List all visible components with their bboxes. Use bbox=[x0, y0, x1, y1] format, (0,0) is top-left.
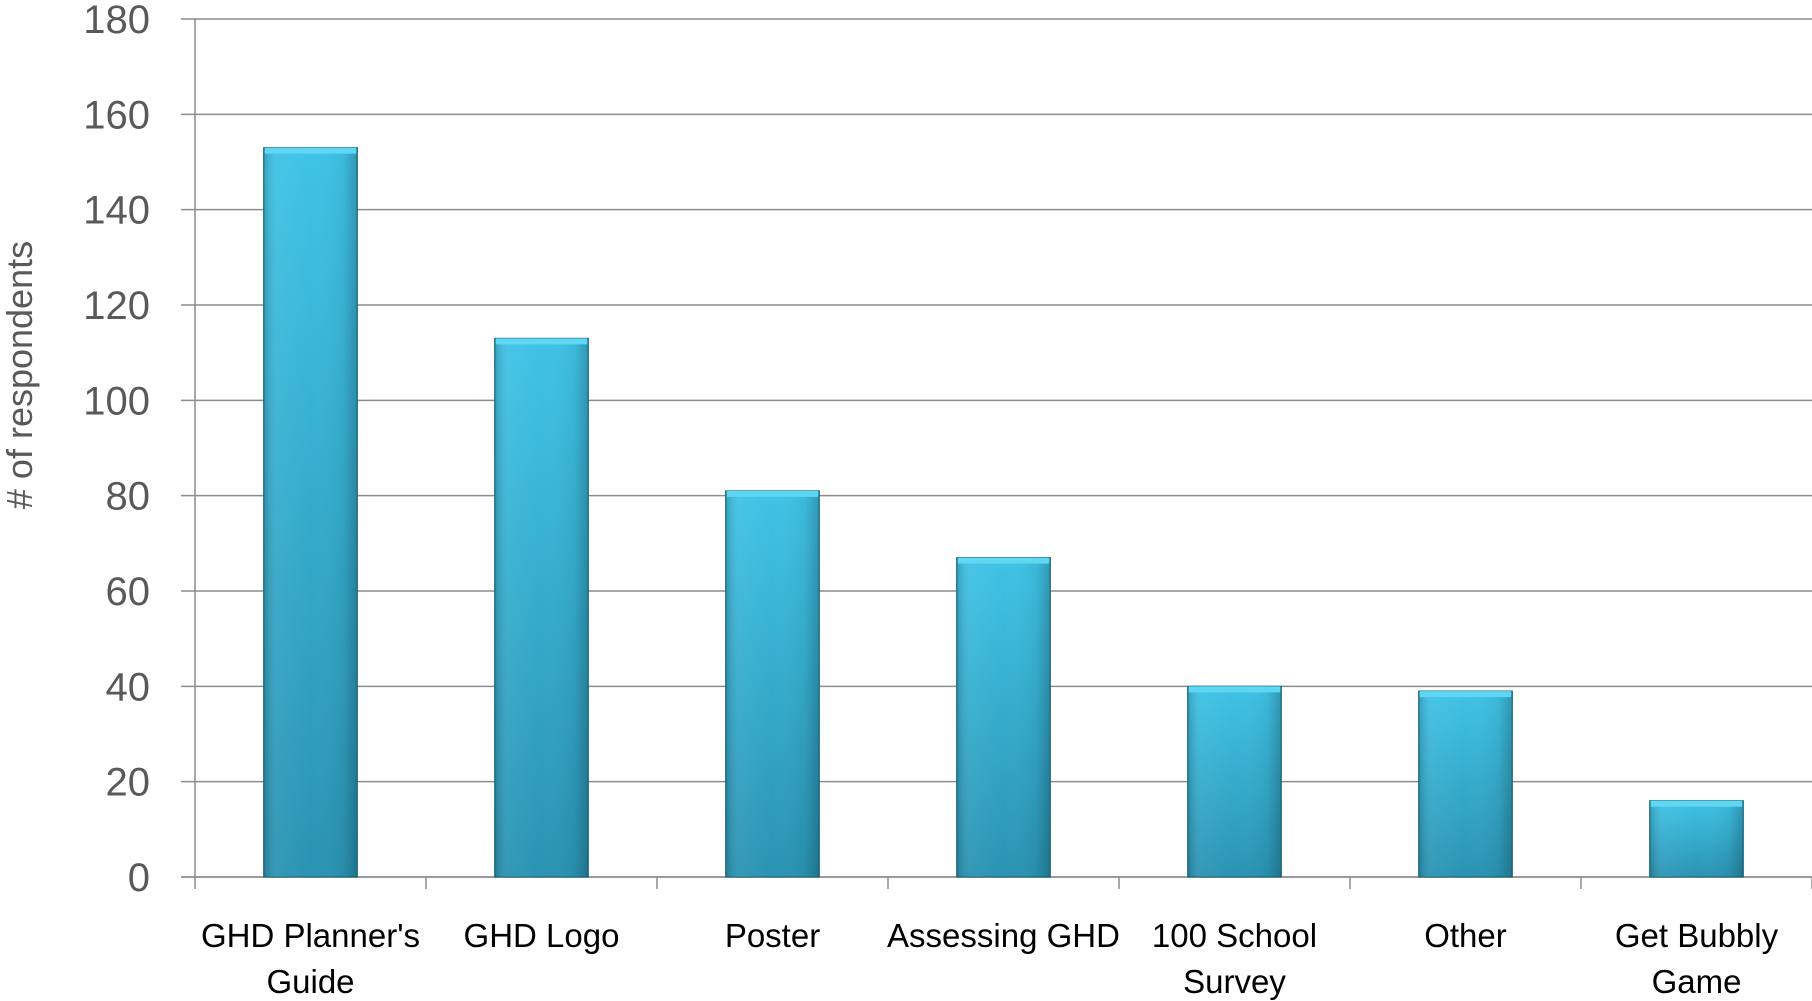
bar-shading bbox=[1418, 691, 1513, 877]
x-category-label: Assessing GHD bbox=[887, 917, 1120, 954]
bar-shading bbox=[956, 557, 1051, 877]
x-category-label: 100 School Survey bbox=[1152, 917, 1317, 1000]
bar bbox=[263, 147, 358, 878]
bar-top-highlight bbox=[1419, 691, 1512, 698]
y-tick-label: 100 bbox=[83, 379, 150, 423]
y-tick-label: 120 bbox=[83, 284, 150, 328]
bar-shading bbox=[1187, 686, 1282, 877]
bar-top-highlight bbox=[264, 147, 357, 154]
bar-shading bbox=[1649, 800, 1744, 877]
bar-top-highlight bbox=[1650, 800, 1743, 807]
bar-shading bbox=[494, 338, 589, 877]
bar-shading bbox=[725, 490, 820, 877]
y-tick-label: 80 bbox=[106, 475, 151, 519]
y-tick-label: 160 bbox=[83, 93, 150, 137]
y-tick-label: 140 bbox=[83, 189, 150, 233]
bar bbox=[725, 490, 820, 878]
bar-top-highlight bbox=[957, 557, 1050, 564]
y-axis-title: # of respondents bbox=[0, 241, 40, 509]
gridlines bbox=[181, 18, 1812, 878]
bar bbox=[494, 337, 589, 878]
bar-top-highlight bbox=[495, 338, 588, 345]
y-tick-label: 20 bbox=[106, 761, 151, 805]
bars bbox=[263, 147, 1744, 878]
y-tick-label: 0 bbox=[128, 856, 150, 900]
bar-top-highlight bbox=[726, 490, 819, 497]
x-category-label: Other bbox=[1424, 917, 1507, 954]
bar bbox=[1418, 690, 1513, 878]
x-category-label: Poster bbox=[725, 917, 820, 954]
x-category-label: Get Bubbly Game bbox=[1615, 917, 1779, 1000]
bar bbox=[956, 557, 1051, 878]
y-tick-label: 40 bbox=[106, 665, 151, 709]
bar-top-highlight bbox=[1188, 686, 1281, 693]
bar-shading bbox=[263, 147, 358, 877]
x-category-label: GHD Planner's Guide bbox=[201, 917, 420, 1000]
y-tick-label: 60 bbox=[106, 570, 151, 614]
x-category-labels: GHD Planner's Guide GHD Logo Poster Assessin… bbox=[201, 917, 1779, 1000]
y-tick-labels: 0 20 40 60 80 100 120 140 160 180 bbox=[83, 0, 150, 900]
bar bbox=[1649, 800, 1744, 878]
bar bbox=[1187, 685, 1282, 878]
x-category-label: GHD Logo bbox=[464, 917, 620, 954]
y-tick-label: 180 bbox=[83, 0, 150, 42]
